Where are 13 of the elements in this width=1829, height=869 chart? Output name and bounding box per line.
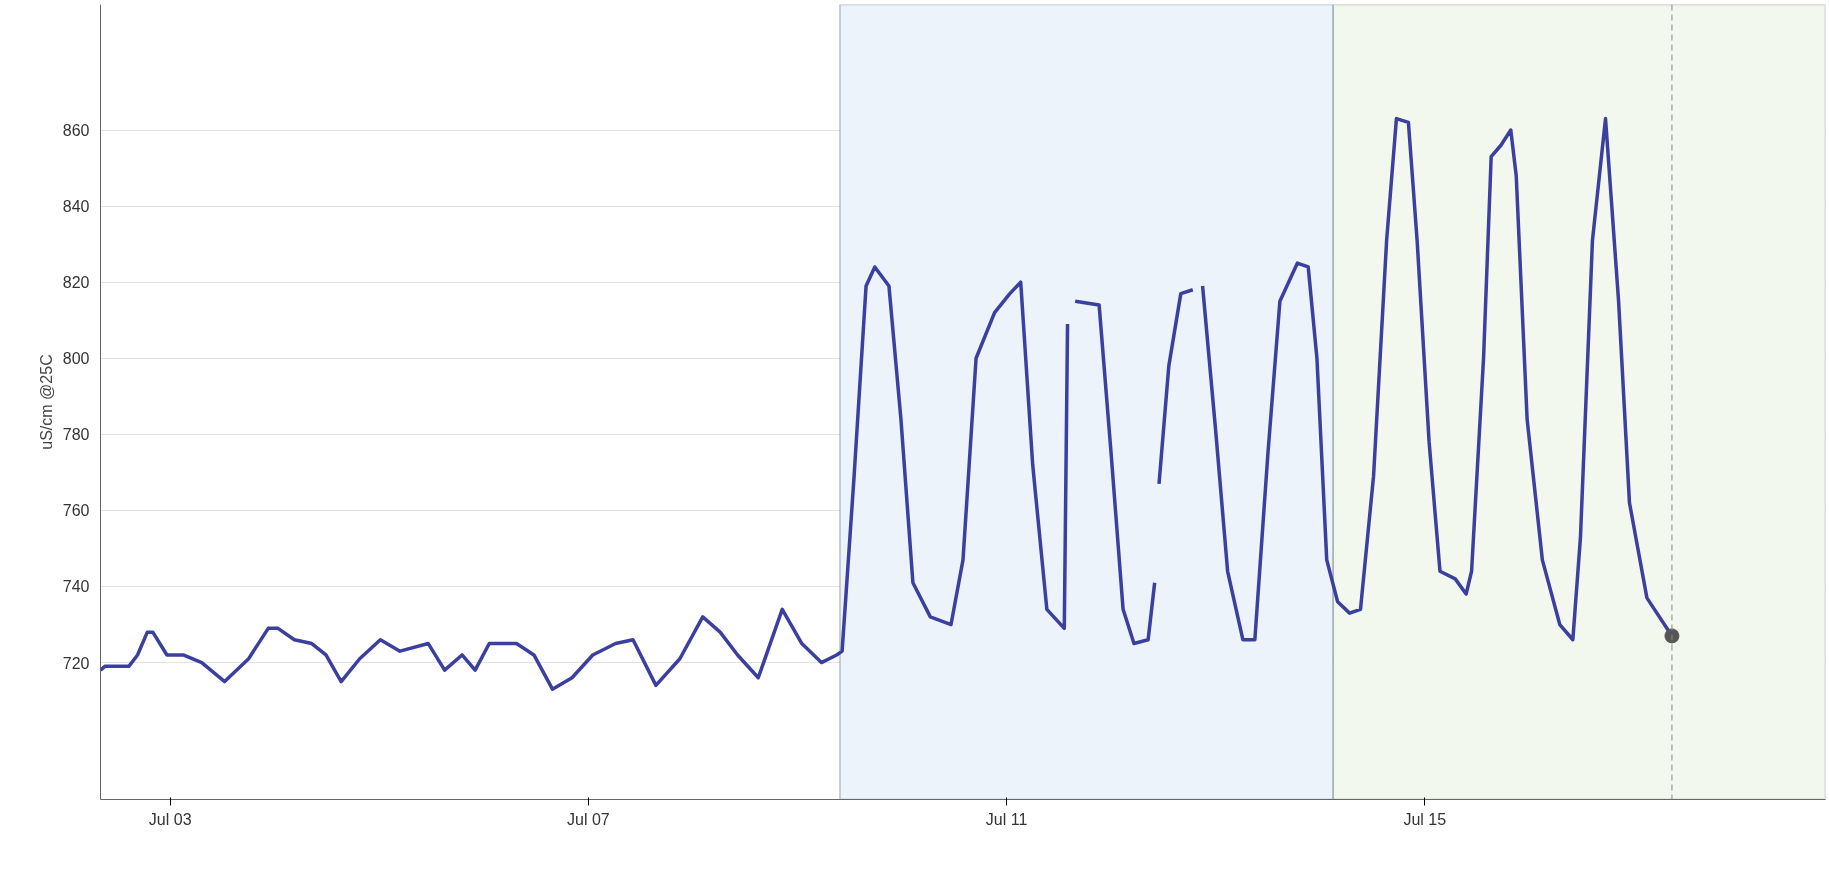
x-tick-label: Jul 03 [148, 810, 192, 828]
x-tick-label: Jul 11 [985, 810, 1028, 828]
x-tick-label: Jul 15 [1403, 810, 1447, 828]
y-tick-label: 760 [62, 502, 90, 520]
y-tick-label: 840 [62, 198, 90, 216]
y-tick-label: 740 [62, 578, 90, 596]
x-tick-label: Jul 07 [567, 810, 610, 828]
y-tick-label: 860 [62, 122, 90, 140]
y-axis-title: uS/cm @25C [37, 354, 55, 450]
y-tick-label: 820 [62, 274, 90, 292]
y-tick-label: 720 [62, 654, 90, 672]
y-tick-label: 780 [62, 426, 90, 444]
y-tick-label: 800 [62, 350, 90, 368]
